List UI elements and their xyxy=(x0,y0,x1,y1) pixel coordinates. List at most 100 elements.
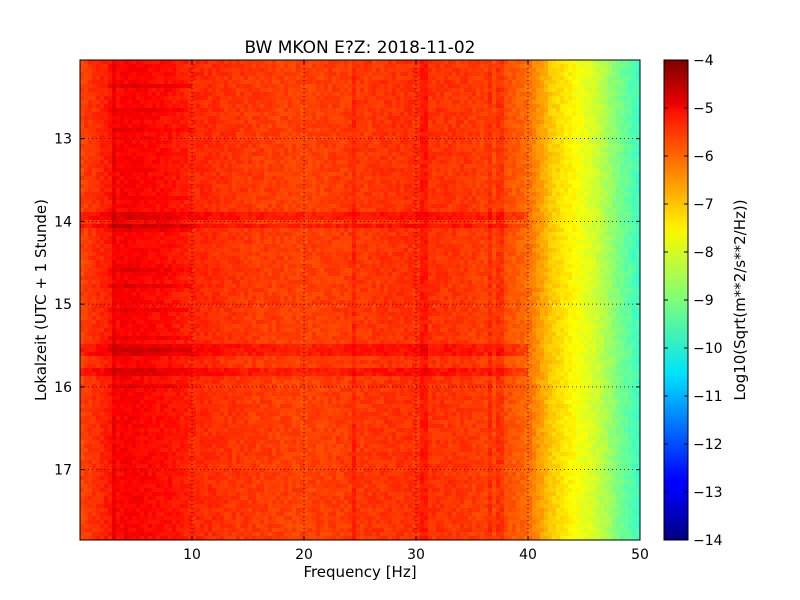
heatmap-cell xyxy=(92,196,97,201)
heatmap-cell xyxy=(172,176,177,181)
heatmap-cell xyxy=(616,196,621,201)
heatmap-cell xyxy=(608,84,613,89)
heatmap-cell xyxy=(448,132,453,137)
heatmap-cell xyxy=(560,120,565,125)
heatmap-cell xyxy=(128,108,133,113)
heatmap-cell xyxy=(204,172,209,177)
heatmap-cell xyxy=(192,96,197,101)
heatmap-cell xyxy=(184,84,189,89)
heatmap-cell xyxy=(616,116,621,121)
heatmap-cell xyxy=(392,152,397,157)
heatmap-cell xyxy=(632,184,637,189)
heatmap-cell xyxy=(204,64,209,69)
heatmap-cell xyxy=(112,160,117,165)
heatmap-cell xyxy=(512,168,517,173)
heatmap-cell xyxy=(564,92,569,97)
heatmap-cell xyxy=(176,144,181,149)
heatmap-cell xyxy=(392,64,397,69)
heatmap-cell xyxy=(388,172,393,177)
heatmap-cell xyxy=(492,116,497,121)
heatmap-cell xyxy=(380,124,385,129)
heatmap-cell xyxy=(424,112,429,117)
heatmap-cell xyxy=(264,116,269,121)
heatmap-cell xyxy=(300,164,305,169)
heatmap-cell xyxy=(280,200,285,205)
heatmap-cell xyxy=(580,92,585,97)
heatmap-cell xyxy=(236,144,241,149)
heatmap-cell xyxy=(436,160,441,165)
heatmap-cell xyxy=(140,192,145,197)
heatmap-cell xyxy=(256,200,261,205)
heatmap-cell xyxy=(616,92,621,97)
heatmap-cell xyxy=(200,196,205,201)
heatmap-cell xyxy=(568,100,573,105)
heatmap-cell xyxy=(244,128,249,133)
heatmap-cell xyxy=(184,64,189,69)
heatmap-cell xyxy=(592,164,597,169)
heatmap-cell xyxy=(384,92,389,97)
heatmap-cell xyxy=(84,180,89,185)
heatmap-cell xyxy=(340,144,345,149)
heatmap-cell xyxy=(152,80,157,85)
heatmap-cell xyxy=(500,168,505,173)
heatmap-cell xyxy=(404,68,409,73)
heatmap-cell xyxy=(192,184,197,189)
heatmap-cell xyxy=(304,84,309,89)
heatmap-cell xyxy=(396,144,401,149)
heatmap-cell xyxy=(316,88,321,93)
heatmap-cell xyxy=(300,76,305,81)
heatmap-cell xyxy=(144,168,149,173)
heatmap-cell xyxy=(352,172,357,177)
heatmap-cell xyxy=(504,72,509,77)
heatmap-cell xyxy=(336,80,341,85)
heatmap-cell xyxy=(244,108,249,113)
heatmap-cell xyxy=(264,176,269,181)
heatmap-cell xyxy=(460,72,465,77)
heatmap-cell xyxy=(96,80,101,85)
heatmap-cell xyxy=(444,172,449,177)
heatmap-cell xyxy=(368,108,373,113)
heatmap-cell xyxy=(420,144,425,149)
heatmap-cell xyxy=(196,144,201,149)
heatmap-cell xyxy=(324,144,329,149)
heatmap-cell xyxy=(284,196,289,201)
heatmap-cell xyxy=(204,168,209,173)
heatmap-cell xyxy=(176,164,181,169)
heatmap-cell xyxy=(516,100,521,105)
heatmap-cell xyxy=(248,188,253,193)
heatmap-cell xyxy=(492,84,497,89)
heatmap-cell xyxy=(92,104,97,109)
heatmap-cell xyxy=(144,68,149,73)
heatmap-cell xyxy=(632,144,637,149)
heatmap-cell xyxy=(240,144,245,149)
heatmap-cell xyxy=(136,152,141,157)
heatmap-cell xyxy=(584,104,589,109)
heatmap-cell xyxy=(112,148,117,153)
heatmap-cell xyxy=(504,128,509,133)
heatmap-cell xyxy=(88,84,93,89)
heatmap-cell xyxy=(104,116,109,121)
heatmap-cell xyxy=(148,160,153,165)
heatmap-cell xyxy=(236,64,241,69)
heatmap-cell xyxy=(404,184,409,189)
heatmap-cell xyxy=(152,180,157,185)
heatmap-cell xyxy=(184,76,189,81)
heatmap-cell xyxy=(328,192,333,197)
heatmap-cell xyxy=(120,140,125,145)
heatmap-cell xyxy=(208,60,213,65)
heatmap-cell xyxy=(384,200,389,205)
heatmap-cell xyxy=(332,156,337,161)
heatmap-cell xyxy=(264,200,269,205)
heatmap-cell xyxy=(128,144,133,149)
heatmap-cell xyxy=(400,180,405,185)
heatmap-cell xyxy=(484,184,489,189)
heatmap-cell xyxy=(232,176,237,181)
heatmap-cell xyxy=(460,128,465,133)
heatmap-cell xyxy=(336,168,341,173)
heatmap-cell xyxy=(148,112,153,117)
heatmap-cell xyxy=(556,112,561,117)
heatmap-cell xyxy=(536,80,541,85)
heatmap-cell xyxy=(468,112,473,117)
heatmap-cell xyxy=(280,100,285,105)
heatmap-cell xyxy=(156,76,161,81)
